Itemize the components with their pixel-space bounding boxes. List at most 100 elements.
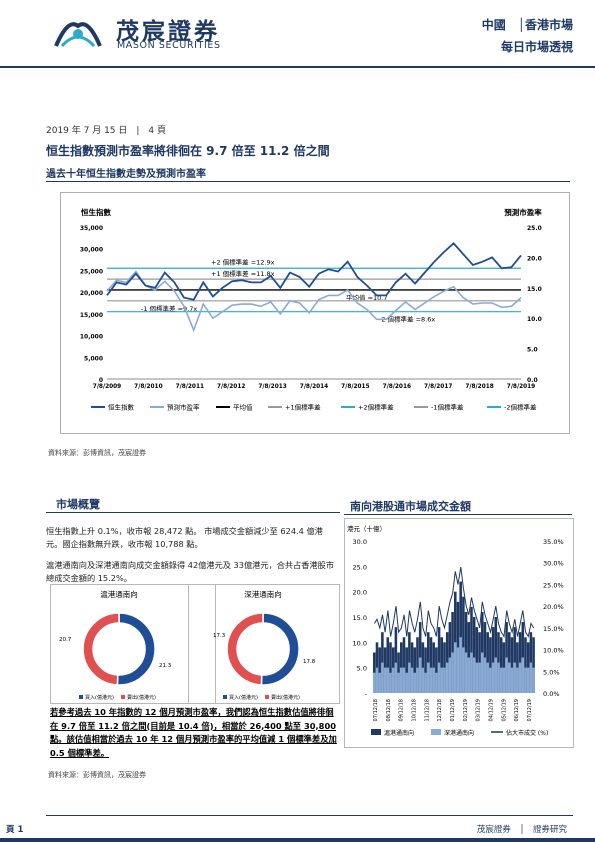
sz-bar — [394, 662, 398, 693]
left-tick-label: 15,000 — [80, 312, 103, 319]
x-tick-label: 7/8/2016 — [383, 384, 411, 390]
sh-bar — [491, 627, 495, 693]
southbound-left-tick: 25.0 — [353, 563, 367, 571]
sz-bar — [451, 652, 454, 693]
sh-bar — [513, 627, 516, 693]
x-tick-label: 7/8/2011 — [176, 384, 204, 390]
sh-bar — [381, 632, 384, 693]
sh-bar — [486, 632, 489, 693]
southbound-left-tick: 5.0 — [357, 665, 367, 673]
donut-slice — [260, 612, 300, 686]
left-tick-label: 10,000 — [80, 334, 103, 341]
right-tick-label: 25.0 — [527, 225, 542, 232]
sz-bar — [483, 657, 487, 693]
right-tick-label: 10.0 — [527, 316, 542, 323]
hsi-pe-chart: 恒生指數 預測市盈率 35,000 30,000 25,000 20,000 15,000 1… — [60, 192, 570, 434]
donut-title: 滬港通南向 — [100, 589, 138, 599]
legend-label: -1個標準差 — [431, 403, 464, 412]
sz-bar — [475, 662, 479, 693]
sz-bar — [472, 657, 476, 693]
southbound-x-tick: 03/12/19 — [476, 699, 482, 721]
legend-label: 滬港通南向 — [384, 729, 414, 737]
mason-logo-icon — [54, 22, 102, 48]
sz-bar — [408, 662, 411, 693]
sz-bar — [440, 667, 444, 693]
sh-bar — [435, 647, 438, 693]
sh-bar — [510, 637, 514, 693]
sh-bar — [494, 617, 498, 693]
southbound-x-tick: 05/12/19 — [501, 699, 507, 721]
sz-bar — [491, 662, 495, 693]
sh-bar — [429, 637, 433, 693]
sh-bar — [518, 632, 522, 693]
southbound-right-tick: 35.0% — [543, 538, 564, 546]
sz-bar — [478, 662, 481, 693]
right-axis-label: 預測市盈率 — [504, 207, 542, 217]
sh-bar — [432, 642, 435, 693]
region-label: 中國 │香港市場 — [481, 18, 573, 32]
legend-label: 賣出(億港元) — [127, 694, 156, 701]
band-label: -1 個標準差 =9.7x — [141, 304, 197, 313]
southbound-right-tick: 10.0% — [543, 647, 564, 655]
source-note: 資料來源：彭博資訊，茂宸證券 — [48, 449, 146, 457]
sz-bar — [427, 662, 430, 693]
band-label: +2 個標準差 =12.9x — [211, 257, 275, 266]
x-tick-label: 7/8/2019 — [507, 384, 535, 390]
southbound-x-tick: 09/12/18 — [399, 699, 405, 721]
legend-label: -2個標準差 — [504, 403, 537, 412]
sz-bar — [429, 667, 433, 693]
sz-connect-donut-svg: 深港通南向 17.8 17.3 買入(億港元) 賣出(億港元) — [213, 589, 316, 701]
sz-bar — [437, 662, 441, 693]
sz-bar — [413, 672, 417, 693]
band-label: +1 個標準差 =11.8x — [211, 269, 275, 278]
donut-value-label: 17.8 — [303, 659, 316, 665]
donut-value-label: 21.3 — [159, 663, 172, 669]
sh-bar — [440, 637, 444, 693]
southbound-axis-label: 港元（十億） — [347, 524, 386, 533]
sz-bar — [508, 662, 511, 693]
sh-bar — [443, 642, 446, 693]
sh-connect-donut-panel: 滬港通南向 21.3 20.7 買入(億港元) 賣出(億港元) — [50, 584, 216, 704]
sz-bar — [424, 672, 427, 693]
sz-bar — [497, 662, 500, 693]
sz-bar — [418, 657, 422, 693]
footer-divider — [46, 815, 573, 816]
sh-bar — [424, 647, 427, 693]
sz-bar — [489, 667, 492, 693]
right-tick-label: 20.0 — [527, 255, 542, 262]
southbound-x-tick: 04/12/19 — [489, 699, 495, 721]
sz-bar — [486, 662, 489, 693]
southbound-left-tick: - — [365, 690, 368, 698]
southbound-left-tick: 20.0 — [353, 589, 367, 597]
valuation-note: 若參考過去 10 年指數的 12 個月預測市盈率，我們認為恒生指數估值將徘徊在 … — [50, 707, 337, 758]
sz-bar — [456, 647, 460, 693]
series-line-pe — [106, 270, 522, 333]
legend-label: 深港通南向 — [444, 729, 474, 737]
sh-bar — [408, 632, 411, 693]
southbound-heading: 南向港股通市場成交金額 — [350, 500, 471, 513]
legend-swatch — [79, 695, 83, 699]
sz-bar — [381, 662, 384, 693]
southbound-right-tick: 0.0% — [543, 690, 560, 698]
left-tick-label: 35,000 — [80, 225, 103, 232]
sh-bar — [416, 637, 419, 693]
southbound-left-tick: 10.0 — [353, 639, 367, 647]
sh-bar — [526, 642, 530, 693]
sz-bar — [443, 667, 446, 693]
southbound-right-tick: 5.0% — [543, 668, 560, 676]
sz-bar — [454, 642, 457, 693]
sz-bar — [502, 667, 506, 693]
band-label: 平均值 =10.7 — [346, 293, 388, 302]
left-tick-label: 25,000 — [80, 268, 103, 275]
legend-swatch — [223, 695, 227, 699]
sh-bar — [508, 632, 511, 693]
legend-label: 平均值 — [233, 403, 253, 412]
x-tick-label: 7/8/2017 — [424, 384, 452, 390]
donut-slice — [116, 612, 156, 686]
sh-bar — [394, 627, 398, 693]
sh-bar — [400, 642, 403, 693]
x-tick-label: 7/8/2012 — [217, 384, 245, 390]
sh-bar — [462, 596, 465, 693]
sh-bar — [437, 627, 441, 693]
right-tick-label: 0.0 — [527, 377, 538, 384]
